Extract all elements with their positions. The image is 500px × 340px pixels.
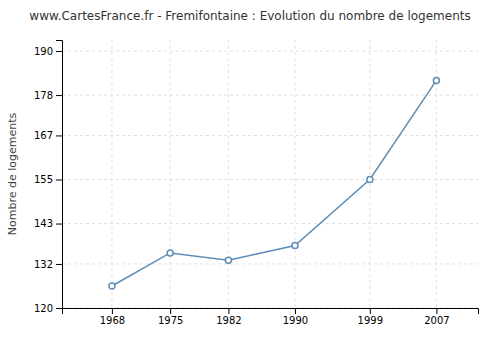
tick: 167 <box>34 130 62 141</box>
tick-mark <box>56 95 62 96</box>
tick-mark <box>56 135 62 136</box>
tick-mark <box>56 51 62 52</box>
tick-label: 167 <box>34 130 53 141</box>
tick-label: 120 <box>34 303 53 314</box>
tick-label: 1999 <box>358 315 383 326</box>
tick: 2007 <box>424 308 449 326</box>
line <box>112 80 436 286</box>
y-axis: 120 132 143 155 167 178 190 <box>34 41 63 314</box>
x-axis: 1968 1975 1982 1990 1999 2007 <box>63 308 479 326</box>
point <box>433 77 439 83</box>
tick: 143 <box>34 218 62 229</box>
grid-line <box>62 223 478 224</box>
point <box>292 243 298 249</box>
tick-label: 2007 <box>424 315 449 326</box>
tick: 178 <box>34 90 62 101</box>
tick-mark <box>56 224 62 225</box>
grid-line <box>62 135 478 136</box>
axis-line <box>56 41 63 309</box>
tick: 1982 <box>216 308 241 326</box>
tick-label: 143 <box>34 218 53 229</box>
title: www.CartesFrance.fr - Fremifontaine : Ev… <box>29 9 470 23</box>
point <box>109 283 115 289</box>
y-axis-title: Nombre de logements <box>6 112 19 235</box>
tick-label: 1982 <box>216 315 241 326</box>
axis-line <box>63 309 479 315</box>
tick-mark <box>295 308 296 314</box>
grid-line <box>62 51 478 52</box>
tick-mark <box>370 308 371 314</box>
tick: 1990 <box>283 308 308 326</box>
tick-label: 178 <box>34 90 53 101</box>
point <box>367 177 373 183</box>
tick-label: 1968 <box>100 315 125 326</box>
grid-line <box>294 40 295 308</box>
grid-line <box>111 40 112 308</box>
tick-mark <box>228 308 229 314</box>
series <box>109 77 439 289</box>
tick: 132 <box>34 259 62 270</box>
tick-mark <box>436 308 437 314</box>
tick: 1975 <box>158 308 183 326</box>
tick-mark <box>56 308 62 309</box>
tick-label: 132 <box>34 259 53 270</box>
point <box>225 257 231 263</box>
grid-line <box>62 263 478 264</box>
chart: 1968197519821990199920071201321431551671… <box>0 0 500 340</box>
tick-label: 190 <box>34 46 53 57</box>
tick: 190 <box>34 46 62 57</box>
grid-line <box>170 40 171 308</box>
grid-line <box>62 179 478 180</box>
tick: 1968 <box>100 308 125 326</box>
plot-area: 1968197519821990199920071201321431551671… <box>34 40 479 326</box>
tick-mark <box>112 308 113 314</box>
tick-mark <box>170 308 171 314</box>
tick-label: 155 <box>34 174 53 185</box>
grid-line <box>228 40 229 308</box>
tick: 120 <box>34 303 62 314</box>
tick-mark <box>56 264 62 265</box>
tick-label: 1975 <box>158 315 183 326</box>
grid-line <box>62 95 478 96</box>
grid <box>62 40 478 308</box>
grid-line <box>369 40 370 308</box>
tick-mark <box>56 180 62 181</box>
tick: 155 <box>34 174 62 185</box>
tick: 1999 <box>358 308 383 326</box>
point <box>167 250 173 256</box>
tick-label: 1990 <box>283 315 308 326</box>
